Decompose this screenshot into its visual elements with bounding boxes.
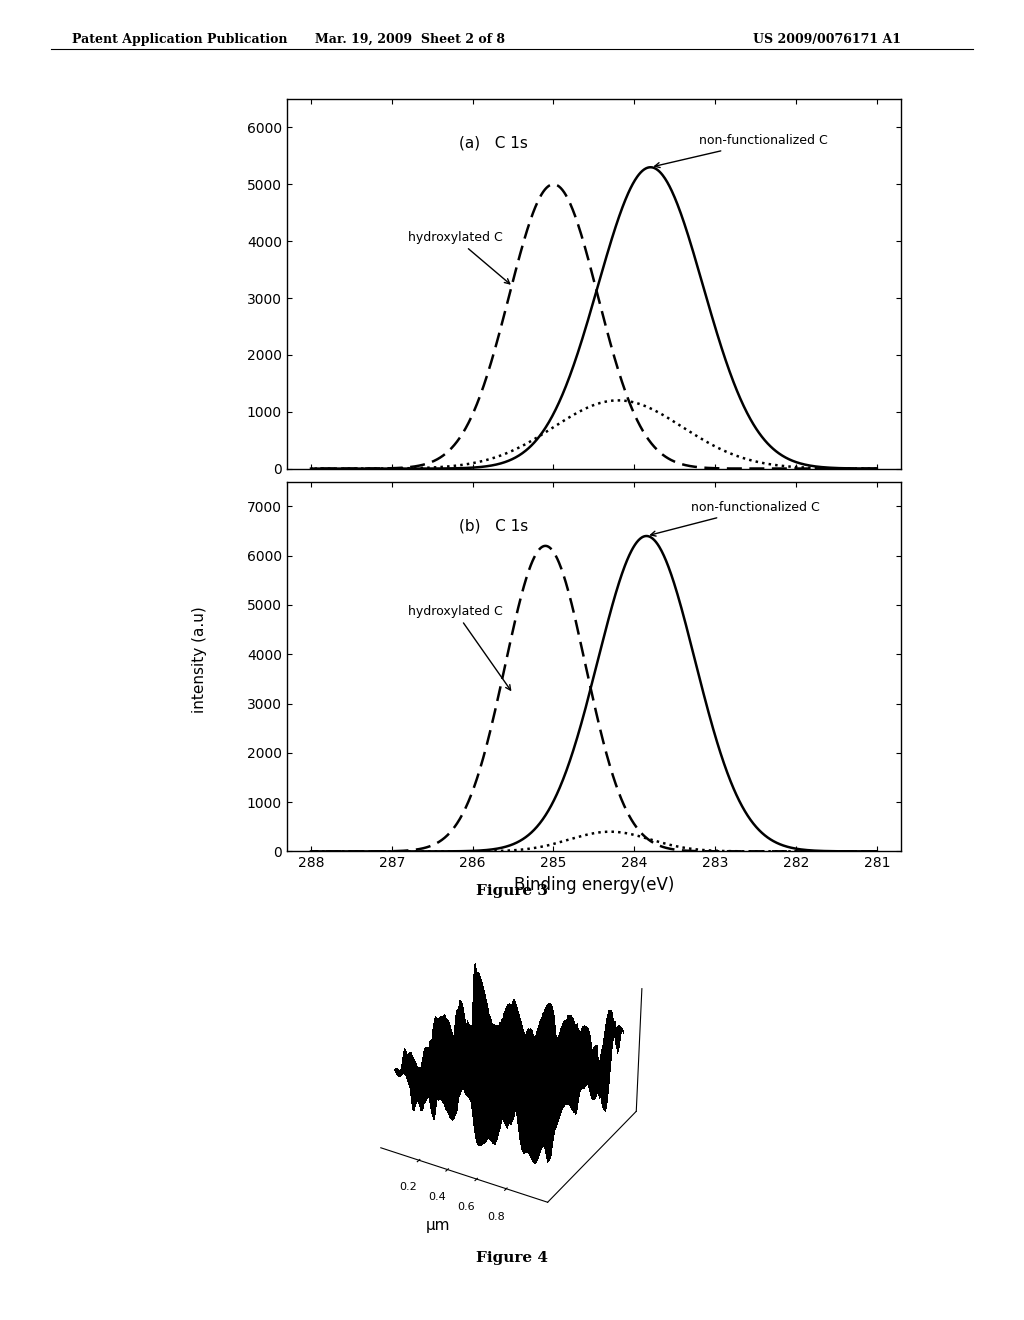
Text: hydroxylated C: hydroxylated C xyxy=(408,231,510,284)
X-axis label: Binding energy(eV): Binding energy(eV) xyxy=(514,875,674,894)
Text: Mar. 19, 2009  Sheet 2 of 8: Mar. 19, 2009 Sheet 2 of 8 xyxy=(314,33,505,46)
Text: hydroxylated C: hydroxylated C xyxy=(408,605,511,690)
Text: Figure 3: Figure 3 xyxy=(476,884,548,899)
Text: intensity (a.u): intensity (a.u) xyxy=(193,607,207,713)
Text: non-functionalized C: non-functionalized C xyxy=(650,502,819,536)
Text: US 2009/0076171 A1: US 2009/0076171 A1 xyxy=(753,33,901,46)
Text: Patent Application Publication: Patent Application Publication xyxy=(72,33,287,46)
Text: (b)   C 1s: (b) C 1s xyxy=(459,519,528,533)
Text: non-functionalized C: non-functionalized C xyxy=(654,135,827,168)
X-axis label: μm: μm xyxy=(426,1218,451,1233)
Text: Figure 4: Figure 4 xyxy=(476,1251,548,1266)
Text: (a)   C 1s: (a) C 1s xyxy=(459,136,527,150)
